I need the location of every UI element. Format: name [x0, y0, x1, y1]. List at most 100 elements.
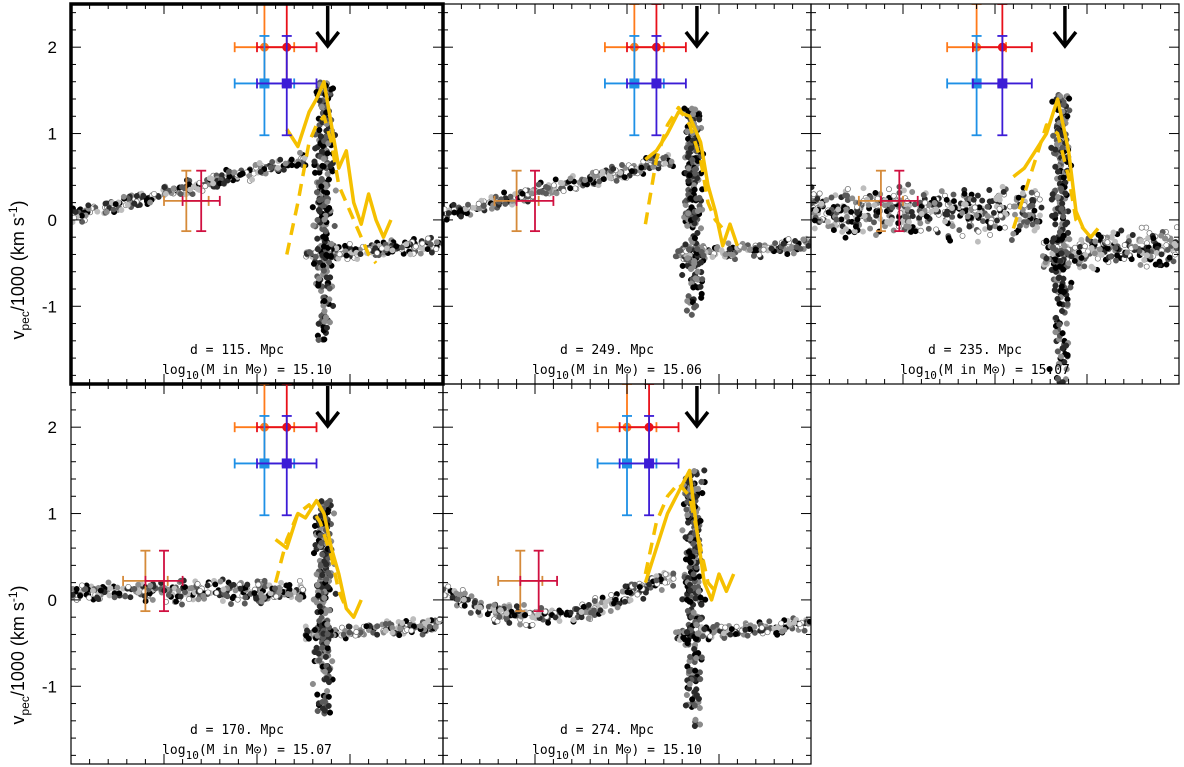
galaxy-point [147, 199, 154, 206]
galaxy-point [550, 182, 557, 189]
cluster-point [310, 550, 318, 557]
galaxy-point [816, 190, 823, 197]
error-marker-square [651, 78, 662, 89]
galaxy-point [610, 165, 617, 172]
galaxy-point [1034, 191, 1041, 198]
cluster-point [691, 584, 698, 591]
galaxy-point [269, 158, 276, 165]
cluster-point [319, 572, 326, 579]
galaxy-point [1029, 221, 1036, 228]
cluster-point [687, 265, 694, 273]
cluster-point [686, 587, 694, 594]
cluster-point [1066, 95, 1073, 102]
galaxy-point [999, 183, 1006, 190]
galaxy-point [82, 586, 89, 593]
cluster-point [332, 590, 339, 597]
cluster-point [684, 128, 691, 135]
cluster-point [686, 668, 693, 675]
galaxy-point [823, 196, 830, 203]
galaxy-point [824, 218, 831, 225]
galaxy-point [680, 634, 687, 641]
galaxy-point [301, 155, 308, 161]
galaxy-point [346, 240, 353, 247]
galaxy-point [1113, 257, 1119, 264]
galaxy-point [432, 624, 439, 631]
cluster-point [701, 625, 708, 633]
y-tick-label: 0 [48, 591, 57, 610]
galaxy-point [114, 584, 121, 591]
galaxy-point [662, 571, 669, 578]
galaxy-point [170, 185, 177, 192]
galaxy-point [726, 246, 733, 252]
panel-plot-area [443, 384, 811, 730]
galaxy-point [225, 168, 232, 175]
cluster-point [694, 245, 701, 253]
cluster-point [685, 519, 692, 526]
galaxy-point [778, 620, 785, 627]
galaxy-point [933, 226, 940, 233]
cluster-point [685, 246, 692, 253]
galaxy-point [672, 253, 679, 260]
cluster-point [324, 583, 332, 590]
galaxy-point [522, 612, 529, 618]
cluster-point [690, 284, 697, 291]
galaxy-point [860, 228, 866, 235]
galaxy-point [287, 591, 294, 598]
cluster-point [319, 698, 326, 706]
cluster-point [314, 216, 321, 224]
galaxy-point [758, 624, 765, 631]
cluster-point [684, 255, 691, 262]
cluster-point [685, 177, 692, 184]
cluster-point [310, 260, 318, 267]
galaxy-point [162, 190, 169, 197]
cluster-point [321, 707, 328, 714]
cluster-point [1050, 132, 1057, 139]
cluster-point [694, 630, 701, 637]
y-tick-label: 1 [48, 125, 57, 144]
galaxy-point [750, 252, 757, 259]
galaxy-point [346, 629, 353, 636]
galaxy-point [1017, 222, 1023, 229]
cluster-point [1049, 98, 1056, 105]
cluster-point [1053, 247, 1060, 254]
galaxy-point [517, 621, 524, 628]
galaxy-point [638, 164, 645, 171]
galaxy-point [600, 176, 607, 183]
galaxy-point [553, 190, 560, 197]
galaxy-point [186, 596, 192, 603]
cluster-point [314, 235, 321, 242]
cluster-point [1057, 353, 1065, 360]
galaxy-point [399, 620, 406, 626]
cluster-point [315, 275, 323, 282]
galaxy-point [818, 200, 825, 207]
y-tick-label: 2 [48, 38, 57, 57]
cluster-point [683, 691, 690, 699]
galaxy-point [854, 209, 860, 216]
cluster-point [696, 194, 703, 201]
cluster-point [309, 680, 316, 688]
galaxy-point [197, 587, 203, 594]
cluster-point [324, 198, 331, 205]
galaxy-point [305, 635, 312, 642]
galaxy-point [277, 156, 284, 163]
cluster-point [688, 105, 695, 112]
cluster-point [317, 532, 324, 539]
y-tick-label: -1 [42, 677, 57, 696]
galaxy-point [872, 189, 879, 196]
cluster-point [322, 235, 329, 242]
galaxy-point [732, 631, 739, 637]
mass-label: log10(M in M⊙) = 15.06 [532, 363, 702, 382]
galaxy-point [374, 631, 381, 638]
cluster-point [312, 253, 319, 260]
galaxy-point [785, 236, 792, 243]
profile-dashed-line [285, 114, 378, 265]
galaxy-point [860, 185, 867, 192]
galaxy-point [970, 196, 977, 203]
cluster-point [325, 176, 332, 183]
galaxy-point [873, 232, 879, 238]
galaxy-point [779, 628, 786, 635]
galaxy-point [766, 618, 773, 625]
galaxy-point [942, 218, 949, 225]
mass-label: log10(M in M⊙) = 15.10 [162, 363, 332, 382]
profile-solid-line [1012, 97, 1100, 239]
